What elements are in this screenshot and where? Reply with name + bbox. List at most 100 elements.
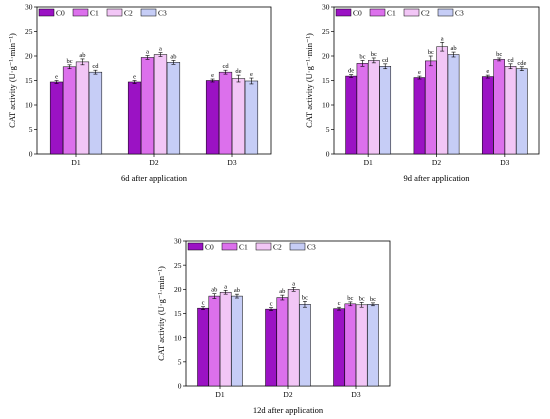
bar-c1-d3 [218,71,233,155]
legend-swatch-c2 [403,8,420,17]
x-tick-label: D2 [283,390,292,399]
bar-c2-d3 [355,304,368,387]
bar-c3-d3 [244,80,259,155]
bar-c1-d2 [140,57,155,155]
legend-swatch-c3 [289,242,306,251]
legend-swatch-c1 [221,242,238,251]
legend-swatch-c3 [140,8,157,17]
legend-swatch-c2 [106,8,123,17]
bar-c1-d2 [425,60,437,155]
y-tick-label: 20 [174,285,182,294]
chart-caption: 12d after application [253,405,324,415]
y-tick-label: 10 [174,333,182,342]
bar-c3-d1 [88,71,103,155]
bar-c3-d1 [231,295,243,387]
bar-c0-d1 [49,81,64,155]
y-tick-label: 15 [322,76,330,85]
y-tick-label: 5 [178,357,182,366]
significance-label: bc [371,51,377,58]
legend-label-c1: C1 [90,8,99,17]
legend-swatch-c0 [38,8,55,17]
significance-label: e [55,74,58,81]
bar-c3-d3 [367,304,379,387]
significance-label: e [211,72,214,79]
chart-panel-9d: 0 5 10 15 20 25 30 CAT activity (U·g⁻¹·min⁻¹) de… [304,3,540,183]
legend-label-c0: C0 [56,8,65,17]
bar-c1-d2 [276,297,289,387]
significance-label: ab [279,288,285,295]
bar-c1-d1 [62,66,77,155]
legend-label-c0: C0 [353,8,362,17]
y-tick-label: 0 [29,150,33,159]
chart-caption: 9d after application [403,173,470,183]
significance-label: bc [428,49,434,56]
y-tick-label: 10 [322,101,330,110]
bar-c3-d1 [379,66,392,155]
significance-label: ab [211,287,217,294]
bar-c2-d2 [436,46,448,155]
significance-label: a [159,46,162,53]
chart-caption: 6d after application [121,173,188,183]
significance-label: ab [170,53,176,60]
legend-swatch-c0 [187,242,204,251]
legend-label-c2: C2 [273,242,282,251]
y-tick-label: 0 [326,150,330,159]
y-axis-title: CAT activity (U·g⁻¹·min⁻¹) [7,33,17,128]
bar-c0-d2 [265,308,277,387]
bar-c3-d3 [516,68,528,155]
significance-label: e [418,69,421,76]
y-tick-label: 25 [25,27,33,36]
legend-label-c2: C2 [421,8,430,17]
y-axis-title: CAT activity (U·g⁻¹·min⁻¹) [304,33,314,128]
bar-c0-d2 [413,77,426,155]
significance-label: bc [347,295,353,302]
x-tick-label: D1 [215,390,224,399]
significance-label: e [250,71,253,78]
bar-c1-d1 [208,295,221,387]
significance-label: c [202,300,205,307]
bar-c2-d2 [153,54,168,155]
legend-label-c1: C1 [387,8,396,17]
y-axis-title: CAT activity (U·g⁻¹·min⁻¹) [156,266,166,361]
legend-label-c2: C2 [124,8,133,17]
y-tick-label: 20 [25,52,33,61]
significance-label: a [146,49,149,56]
y-tick-label: 5 [326,125,330,134]
significance-label: de [235,68,241,75]
legend-label-c3: C3 [307,242,316,251]
significance-label: ab [234,287,240,294]
significance-label: bc [66,58,72,65]
bar-c0-d1 [197,307,209,387]
y-tick-label: 30 [25,3,33,12]
x-tick-label: D3 [351,390,360,399]
bar-c2-d3 [504,66,517,155]
x-tick-label: D2 [432,158,441,167]
bar-c3-d2 [166,62,181,155]
bar-c3-d2 [447,54,460,155]
significance-label: e [486,68,489,75]
significance-label: a [292,280,295,287]
significance-label: bc [359,53,365,60]
y-tick-label: 5 [29,125,33,134]
bar-c1-d3 [344,303,357,387]
bar-c2-d1 [219,291,232,387]
significance-label: bc [370,296,376,303]
significance-label: de [348,68,354,75]
y-tick-label: 15 [25,76,33,85]
bar-c0-d3 [333,308,345,387]
y-tick-label: 10 [25,101,33,110]
chart-panel-6d: 0 5 10 15 20 25 30 CAT activity (U·g⁻¹·min⁻¹) e b… [7,3,272,183]
significance-label: a [441,35,444,42]
bar-c2-d3 [231,78,246,155]
y-tick-label: 30 [322,3,330,12]
legend-label-c0: C0 [205,242,214,251]
significance-label: e [133,74,136,81]
x-tick-label: D3 [227,158,236,167]
significance-label: cde [517,60,526,67]
significance-label: ab [450,45,456,52]
y-tick-label: 25 [174,261,182,270]
bar-c2-d1 [75,61,90,155]
x-tick-label: D1 [71,158,80,167]
